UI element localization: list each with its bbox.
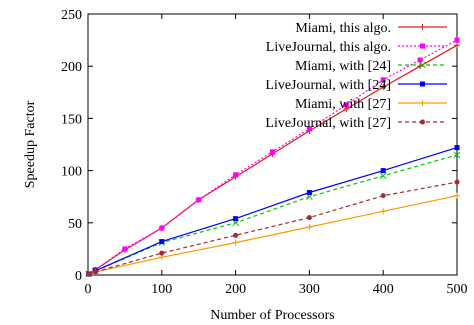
x-tick-label: 400 <box>373 282 394 297</box>
plot-border <box>87 13 458 276</box>
data-point <box>159 239 165 245</box>
legend-label: Miami, with [27] <box>295 97 391 112</box>
legend-entry: LiveJournal, with [27] <box>265 116 447 131</box>
data-point <box>233 232 239 238</box>
data-point <box>454 179 460 185</box>
data-point <box>92 269 98 275</box>
data-point <box>343 102 349 108</box>
data-point <box>232 239 239 246</box>
x-tick-label: 500 <box>447 282 468 297</box>
data-point <box>420 119 425 125</box>
data-point <box>380 77 386 83</box>
legend-entry: Miami, with [24] <box>295 59 447 74</box>
data-point <box>454 42 460 49</box>
data-point <box>420 81 425 87</box>
legend-entry: LiveJournal, with [24] <box>265 78 447 93</box>
legend-entry: Miami, with [27] <box>295 97 447 112</box>
y-tick-label: 100 <box>61 165 82 180</box>
y-tick-label: 200 <box>61 60 82 75</box>
y-axis-label: Speedup Factor <box>23 100 38 188</box>
data-point <box>454 145 460 151</box>
data-point <box>159 225 165 231</box>
y-tick-label: 50 <box>68 217 82 232</box>
x-tick-label: 300 <box>299 282 320 297</box>
legend-entry: Miami, this algo. <box>295 21 447 36</box>
data-point <box>306 223 313 230</box>
data-point <box>420 43 425 49</box>
data-point <box>86 271 92 277</box>
data-point <box>419 100 426 106</box>
legend-label: Miami, with [24] <box>295 59 391 74</box>
data-point <box>196 197 202 203</box>
series-line <box>88 147 458 275</box>
data-point <box>233 172 239 178</box>
legend-entry: LiveJournal, this algo. <box>266 40 447 55</box>
legend-label: LiveJournal, with [27] <box>265 116 391 131</box>
data-point <box>454 37 460 43</box>
data-point <box>233 216 239 222</box>
plot-frame <box>87 13 458 276</box>
legend: Miami, this algo. LiveJournal, this algo.… <box>265 21 447 131</box>
data-point <box>380 193 386 199</box>
series-line <box>88 181 458 275</box>
data-point <box>380 208 387 215</box>
x-axis-label: Number of Processors <box>210 308 334 323</box>
data-point <box>270 149 275 155</box>
series-line <box>88 39 458 275</box>
data-point <box>419 61 426 69</box>
data-point <box>122 246 128 252</box>
data-point <box>380 168 386 174</box>
data-point <box>306 126 312 132</box>
data-point <box>306 190 312 196</box>
series-layer <box>85 37 461 278</box>
data-point <box>453 151 461 159</box>
legend-label: LiveJournal, this algo. <box>266 40 391 55</box>
data-point <box>417 57 423 63</box>
series-line <box>88 195 458 275</box>
data-point <box>379 172 387 180</box>
data-point <box>417 63 424 70</box>
x-tick-label: 200 <box>225 282 246 297</box>
axis-ticks: 0 100 200 300 400 500 0 50 100 150 200 250 <box>61 8 468 297</box>
series-3 <box>85 151 461 278</box>
series-2 <box>86 37 460 277</box>
series-6 <box>86 179 460 277</box>
y-tick-label: 0 <box>75 269 82 284</box>
series-line <box>88 154 458 275</box>
data-point <box>306 215 312 221</box>
data-point <box>454 192 460 199</box>
data-point <box>159 250 165 256</box>
series-4 <box>86 145 460 277</box>
series-line <box>88 44 458 275</box>
x-tick-label: 100 <box>151 282 172 297</box>
y-tick-label: 150 <box>61 112 82 127</box>
data-point <box>419 24 426 30</box>
data-point <box>380 84 387 91</box>
y-tick-label: 250 <box>61 8 82 23</box>
x-tick-label: 0 <box>85 282 92 297</box>
legend-label: LiveJournal, with [24] <box>265 78 391 93</box>
legend-label: Miami, this algo. <box>295 21 391 36</box>
